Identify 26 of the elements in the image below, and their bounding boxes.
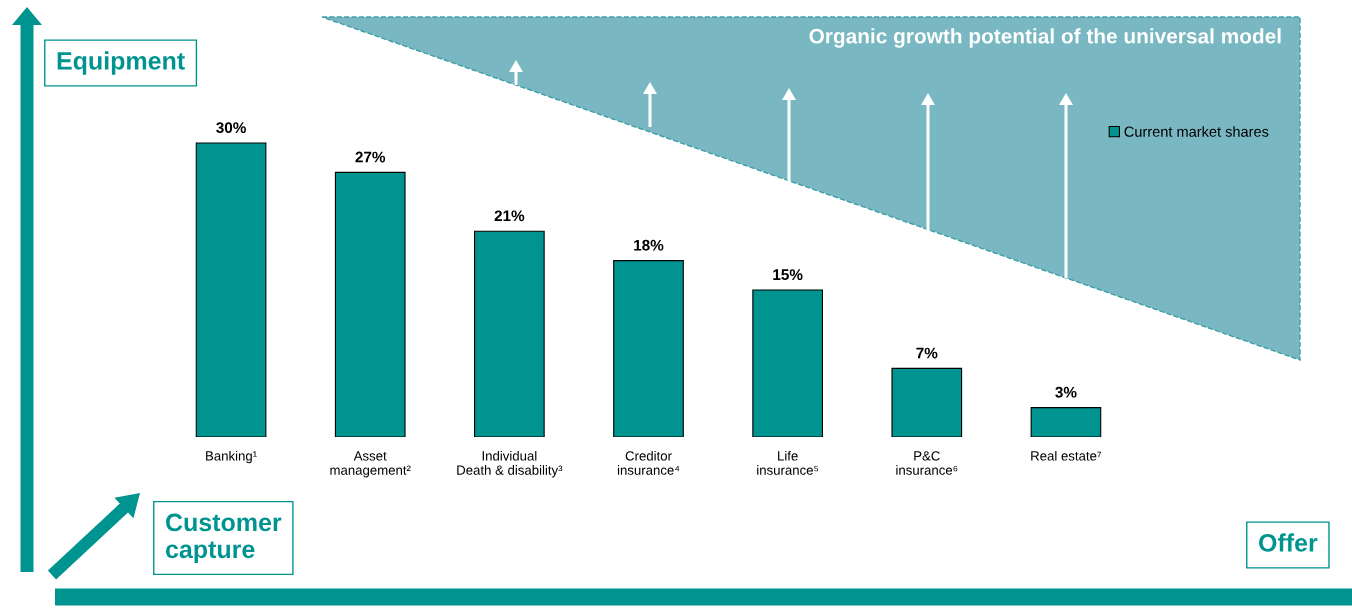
- x-tick-label: Asset management²: [330, 451, 411, 478]
- x-tick-label: Creditor insurance⁴: [617, 450, 680, 475]
- text: Customer capture: [165, 513, 282, 564]
- bar: [891, 367, 963, 437]
- text: Offer: [1259, 533, 1318, 552]
- bar: [334, 171, 406, 437]
- x-tick-label: P&C insurance⁶: [896, 451, 958, 475]
- x-tick-label: Individual Death & disability³: [457, 450, 563, 478]
- data-label: 30%: [216, 122, 246, 134]
- bar: [1030, 407, 1102, 437]
- x-tick-label: Life insurance⁵: [757, 450, 819, 475]
- chart-title: Organic growth potential of the universal model: [809, 28, 1281, 48]
- bar: [613, 260, 684, 437]
- data-label: 18%: [634, 239, 664, 251]
- x-tick-label: Real estate⁷: [1031, 450, 1102, 461]
- data-label: 27%: [355, 151, 386, 163]
- data-label: 21%: [494, 210, 525, 222]
- data-label: 3%: [1055, 386, 1077, 398]
- legend-label: Current market shares: [1124, 126, 1269, 137]
- x-tick-label: Banking¹: [206, 450, 257, 464]
- bar: [752, 289, 823, 437]
- data-label: 7%: [916, 347, 938, 359]
- bar: [195, 142, 267, 437]
- data-label: 15%: [773, 269, 803, 281]
- text: Equipment: [57, 51, 185, 75]
- bar: [474, 230, 545, 437]
